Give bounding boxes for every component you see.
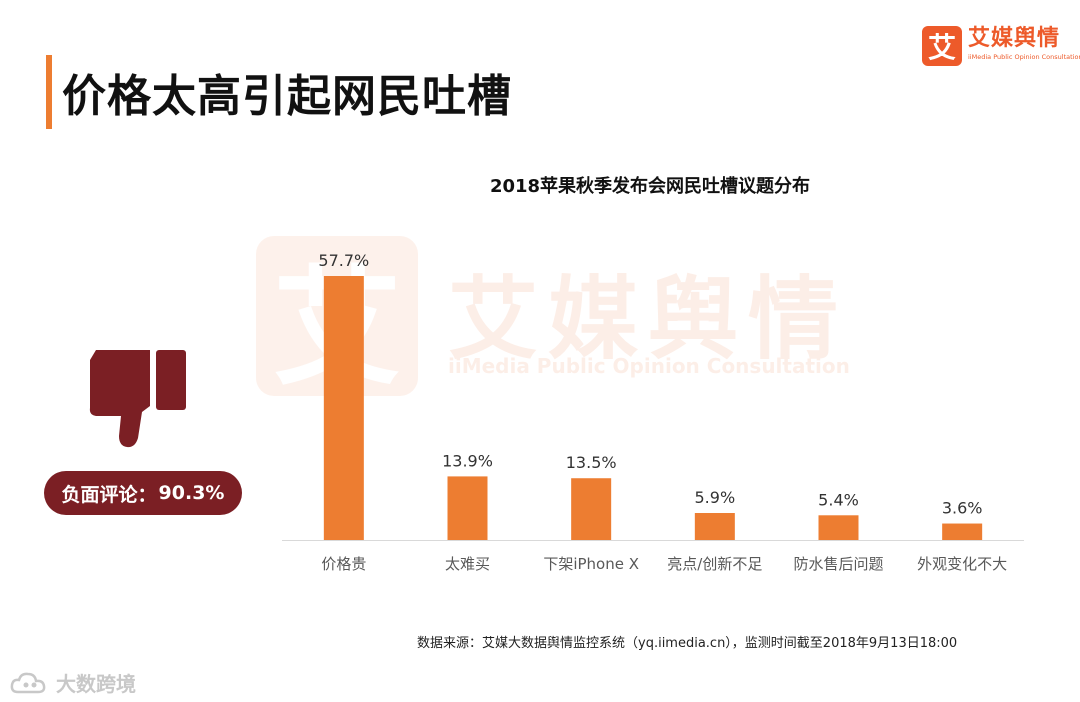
- negative-label: 负面评论：: [61, 483, 157, 506]
- logo-tagline: iiMedia Public Opinion Consultation: [968, 53, 1080, 61]
- thumbs-down-icon: [88, 348, 188, 454]
- x-tick-label: 下架iPhone X: [543, 555, 639, 573]
- data-label: 5.9%: [695, 488, 736, 507]
- chart-title: 2018苹果秋季发布会网民吐槽议题分布: [489, 176, 811, 197]
- cloud-logo-icon: [10, 672, 46, 693]
- data-source-note: 数据来源：艾媒大数据舆情监控系统（yq.iimedia.cn），监测时间截至20…: [417, 636, 958, 651]
- x-tick-label: 防水售后问题: [793, 555, 883, 573]
- negative-value: 90.3%: [158, 482, 225, 504]
- x-tick-label: 太难买: [445, 555, 490, 573]
- data-label: 3.6%: [942, 499, 983, 518]
- watermark-tagline: iiMedia Public Opinion Consultation: [448, 354, 850, 378]
- data-label: 13.9%: [442, 451, 493, 470]
- bar: [818, 515, 859, 540]
- bar: [571, 478, 612, 540]
- x-tick-label: 亮点/创新不足: [667, 555, 762, 573]
- logo-name: 艾媒舆情: [968, 26, 1061, 51]
- data-label: 5.4%: [818, 490, 859, 509]
- brand-logo: 艾 艾媒舆情 iiMedia Public Opinion Consultati…: [922, 26, 1080, 66]
- data-label: 57.7%: [318, 251, 369, 270]
- bar: [323, 276, 364, 540]
- x-tick-label: 外观变化不大: [917, 555, 1007, 573]
- x-tick-label: 价格贵: [321, 555, 366, 573]
- data-label: 13.5%: [566, 453, 617, 472]
- watermark-name: 艾媒舆情: [448, 267, 848, 372]
- bar: [694, 513, 735, 540]
- bar: [447, 476, 488, 540]
- title-accent-bar: [46, 55, 52, 129]
- bar: [942, 523, 983, 540]
- footer-brand-text: 大数跨境: [56, 672, 136, 696]
- page-title: 价格太高引起网民吐槽: [62, 71, 512, 122]
- negative-comment-badge: 负面评论： 90.3%: [44, 471, 242, 515]
- footer-brand: 大数跨境: [10, 668, 136, 697]
- logo-mark: 艾: [922, 26, 962, 66]
